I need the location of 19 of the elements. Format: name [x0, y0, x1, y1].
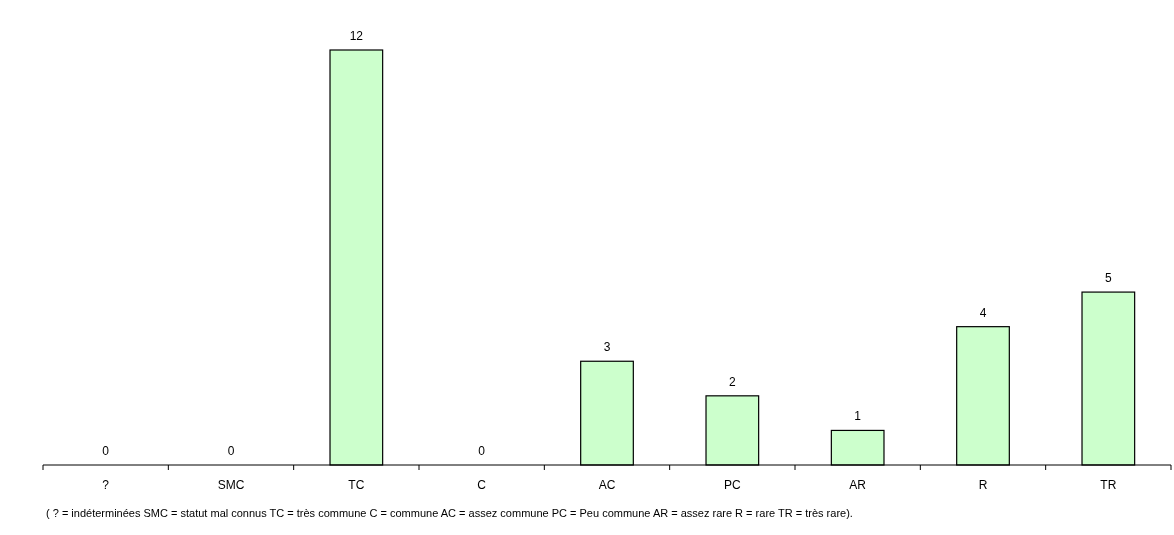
data-label: 5 — [1104, 271, 1112, 286]
data-label: 2 — [728, 374, 736, 389]
x-tick-label: R — [978, 478, 988, 492]
text: ( ? = indéterminées SMC = statut mal connus TC = très commune C = commune AC = assez commune PC = Peu commune AR = assez rare R = rare TR = très rare). — [46, 507, 853, 519]
data-label: 12 — [349, 29, 364, 43]
x-tick-label: SMC — [217, 478, 245, 492]
data-label: 1 — [854, 409, 862, 424]
x-tick-label: ? — [102, 478, 110, 492]
data-label: 0 — [478, 444, 486, 458]
x-tick-label: PC — [724, 478, 741, 492]
data-label: 3 — [603, 340, 611, 355]
x-tick-label: C — [477, 478, 487, 492]
data-label: 0 — [102, 444, 110, 458]
data-label: 0 — [227, 444, 235, 458]
x-tick-label: TC — [348, 478, 365, 492]
x-tick-label: TR — [1100, 478, 1117, 492]
x-tick-label: AC — [598, 478, 616, 492]
x-tick-label: AR — [849, 478, 867, 492]
data-label: 4 — [979, 305, 987, 320]
